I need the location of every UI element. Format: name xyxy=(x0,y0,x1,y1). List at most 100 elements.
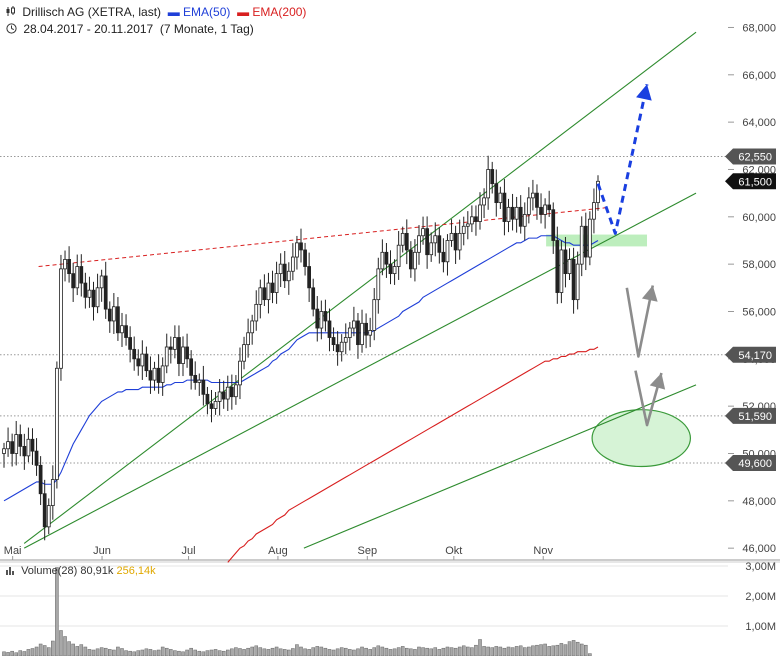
candle-body xyxy=(396,244,401,267)
candle-body xyxy=(120,325,124,334)
volume-bar xyxy=(234,647,238,657)
candle-body xyxy=(559,249,564,293)
candle xyxy=(559,240,564,304)
candle-body xyxy=(46,505,51,528)
volume-bar xyxy=(2,651,6,657)
volume-bar xyxy=(392,648,397,657)
candle xyxy=(356,313,360,359)
candle-body xyxy=(278,263,283,275)
volume-bar xyxy=(18,650,23,657)
volume-bar xyxy=(575,641,580,657)
candle-body xyxy=(111,306,116,322)
candle-body xyxy=(441,251,446,263)
forecast-arrow-gray xyxy=(634,370,666,427)
candle-body xyxy=(95,287,100,308)
candle-body xyxy=(91,289,96,308)
candle-body xyxy=(518,206,523,227)
candle xyxy=(278,253,283,288)
period-label: (7 Monate, 1 Tag) xyxy=(159,22,254,36)
candle xyxy=(286,262,291,295)
volume-bar xyxy=(352,649,356,657)
candle-body xyxy=(343,337,348,343)
volume-bar xyxy=(470,647,474,657)
candle xyxy=(453,225,458,264)
candle xyxy=(152,361,157,391)
price-tag-label: 51,590 xyxy=(738,411,772,423)
volume-bar xyxy=(539,644,543,657)
candle xyxy=(2,442,6,468)
candle-body xyxy=(30,438,35,452)
candle-body xyxy=(457,232,462,251)
candle xyxy=(384,243,389,278)
candle-body xyxy=(380,251,385,270)
volume-bar xyxy=(482,646,486,657)
volume-bar xyxy=(128,650,132,657)
volume-bar xyxy=(156,649,161,657)
candle xyxy=(299,228,303,263)
candle-body xyxy=(71,273,76,289)
candle xyxy=(490,161,495,194)
forecast-arrow-gray-path xyxy=(625,285,655,358)
candle-body xyxy=(352,320,356,329)
candle xyxy=(417,225,421,265)
candle xyxy=(457,219,462,260)
candle-body xyxy=(429,242,434,256)
candle-body xyxy=(315,308,320,329)
volume-bar xyxy=(453,647,458,657)
volume-bar xyxy=(189,647,193,657)
candle-body xyxy=(99,275,104,289)
candle xyxy=(474,205,478,236)
candle-body xyxy=(319,311,324,329)
candle xyxy=(242,336,246,370)
candle xyxy=(177,325,181,377)
candle-body xyxy=(250,320,255,334)
candle xyxy=(59,254,63,381)
volume-bar xyxy=(278,648,283,657)
candle-body xyxy=(449,232,454,241)
candle-body xyxy=(103,275,108,310)
candle-body xyxy=(372,299,377,331)
x-tick-label: Mai xyxy=(4,545,22,557)
candle xyxy=(128,326,132,363)
candle-body xyxy=(384,251,389,265)
volume-bar xyxy=(140,649,145,657)
volume-bar xyxy=(478,639,482,657)
volume-bar xyxy=(551,645,556,657)
volume-bar xyxy=(502,647,507,657)
price-tag-label: 61,500 xyxy=(738,176,772,188)
volume-bar xyxy=(307,649,311,657)
candle-body xyxy=(136,358,141,367)
candle-body xyxy=(592,202,596,220)
candle xyxy=(91,281,96,321)
volume-bar xyxy=(319,646,324,657)
volume-bar xyxy=(579,643,584,657)
y-tick-label: 56,000 xyxy=(742,306,776,318)
candle xyxy=(274,261,279,304)
candle-body xyxy=(547,204,552,211)
volume-bar xyxy=(38,643,43,657)
volume-bar xyxy=(169,649,173,657)
volume-bar xyxy=(323,647,328,657)
volume-bar xyxy=(108,649,112,657)
volume-bar xyxy=(238,648,242,657)
volume-bar xyxy=(445,646,450,657)
volume-bar xyxy=(254,645,259,657)
ema50-line xyxy=(3,235,599,502)
candle-body xyxy=(583,225,588,258)
candle xyxy=(592,188,596,234)
candle xyxy=(526,187,531,224)
volume-bar xyxy=(95,648,100,657)
volume-bar xyxy=(413,649,417,657)
clock-icon xyxy=(6,22,17,34)
volume-bar xyxy=(409,648,413,657)
volume-label: Volume(28) xyxy=(21,565,78,577)
volume-bar xyxy=(348,649,352,657)
candle-body xyxy=(152,367,157,381)
candle xyxy=(132,336,137,371)
volume-bar xyxy=(26,649,31,657)
volume-bar xyxy=(144,648,149,657)
x-tick-label: Nov xyxy=(533,545,553,557)
candle-body xyxy=(299,242,303,251)
candle-body xyxy=(539,206,543,215)
